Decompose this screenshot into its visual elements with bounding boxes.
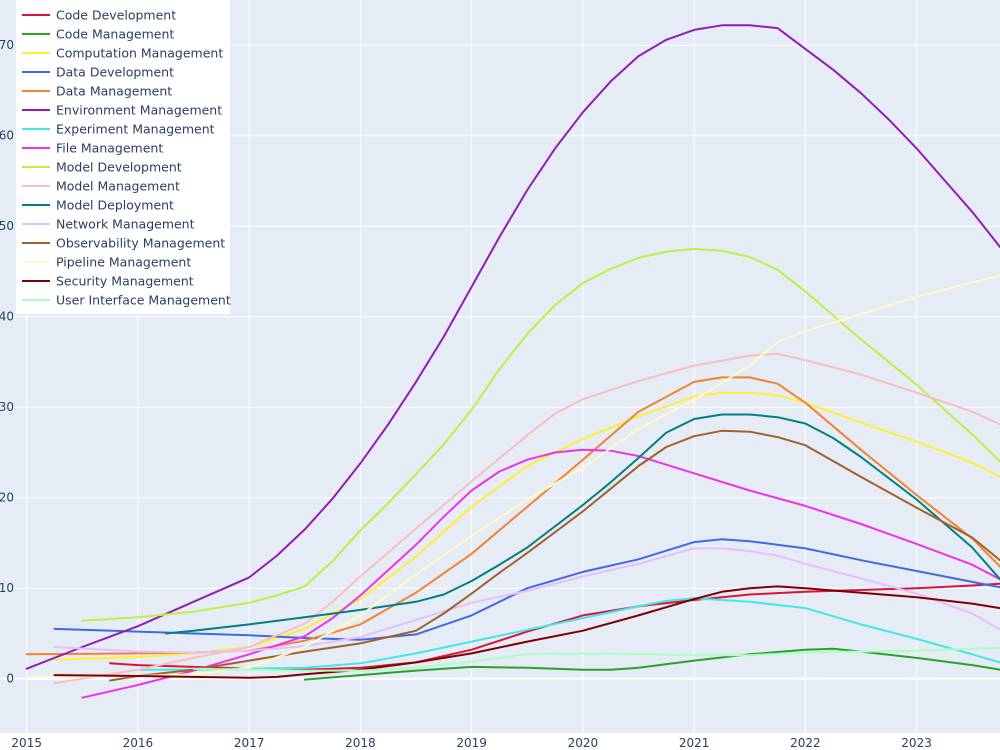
legend-label: Observability Management: [56, 236, 225, 251]
legend-label: Network Management: [56, 217, 195, 232]
series-line: [53, 538, 1000, 641]
legend-label: Data Development: [56, 65, 174, 80]
legend-label: Data Management: [56, 84, 172, 99]
series-line: [192, 646, 1000, 672]
series-line: [303, 647, 1000, 681]
y-tick-label: 10: [0, 581, 14, 595]
gridlines: [0, 0, 1000, 733]
legend-label: Code Management: [56, 27, 174, 42]
y-tick-label: 0: [6, 672, 14, 686]
y-tick-label: 20: [0, 491, 14, 505]
legend-item[interactable]: Network Management: [22, 217, 195, 232]
legend-item[interactable]: Data Management: [22, 84, 172, 99]
y-axis-ticks: 0 10 20 30 40 50 60 70: [0, 38, 14, 685]
legend-label: File Management: [56, 141, 163, 156]
legend-item[interactable]: Experiment Management: [22, 122, 215, 137]
legend-item[interactable]: Security Management: [22, 274, 194, 289]
legend-label: Security Management: [56, 274, 194, 289]
series-line: [53, 352, 1000, 685]
legend-box: [16, 0, 230, 314]
legend-item[interactable]: Data Development: [22, 65, 174, 80]
legend-item[interactable]: Code Management: [22, 27, 174, 42]
x-tick-label: 2016: [123, 736, 154, 750]
x-tick-label: 2020: [568, 736, 599, 750]
legend-label: Model Management: [56, 179, 180, 194]
legend-item[interactable]: Pipeline Management: [22, 255, 191, 270]
series-line: [25, 275, 1000, 678]
series-line: [136, 597, 1000, 671]
series-lines: [25, 24, 1000, 699]
x-tick-label: 2023: [901, 736, 932, 750]
legend-label: Environment Management: [56, 103, 222, 118]
series-line: [109, 429, 1000, 682]
legend-label: Code Development: [56, 8, 176, 23]
legend-label: Pipeline Management: [56, 255, 191, 270]
x-axis-ticks: 2015 2016 2017 2018 2019 2020 2021 2022 2023: [11, 736, 931, 750]
series-line: [81, 448, 1000, 699]
x-tick-label: 2019: [456, 736, 487, 750]
y-tick-label: 50: [0, 219, 14, 233]
series-line: [53, 547, 1000, 654]
legend-label: Model Development: [56, 160, 182, 175]
y-tick-label: 60: [0, 129, 14, 143]
legend-item[interactable]: Computation Management: [22, 46, 223, 61]
legend-label: Experiment Management: [56, 122, 215, 137]
series-line: [164, 413, 1000, 635]
legend-item[interactable]: Model Deployment: [22, 198, 174, 213]
legend-item[interactable]: File Management: [22, 141, 163, 156]
series-line: [53, 585, 1000, 679]
y-tick-label: 70: [0, 38, 14, 52]
legend-label: Computation Management: [56, 46, 223, 61]
x-tick-label: 2018: [345, 736, 376, 750]
y-tick-label: 40: [0, 310, 14, 324]
legend-item[interactable]: Environment Management: [22, 103, 222, 118]
x-tick-label: 2022: [790, 736, 821, 750]
legend-item[interactable]: Model Development: [22, 160, 182, 175]
x-tick-label: 2015: [11, 736, 42, 750]
legend[interactable]: Code Development Code Management Computati…: [16, 0, 231, 314]
series-line: [25, 24, 1000, 670]
x-tick-label: 2021: [679, 736, 710, 750]
legend-item[interactable]: User Interface Management: [22, 293, 231, 308]
legend-label: User Interface Management: [56, 293, 231, 308]
legend-item[interactable]: Model Management: [22, 179, 180, 194]
series-line: [81, 247, 1000, 622]
x-tick-label: 2017: [234, 736, 265, 750]
legend-label: Model Deployment: [56, 198, 174, 213]
legend-item[interactable]: Code Development: [22, 8, 176, 23]
legend-item[interactable]: Observability Management: [22, 236, 225, 251]
y-tick-label: 30: [0, 400, 14, 414]
